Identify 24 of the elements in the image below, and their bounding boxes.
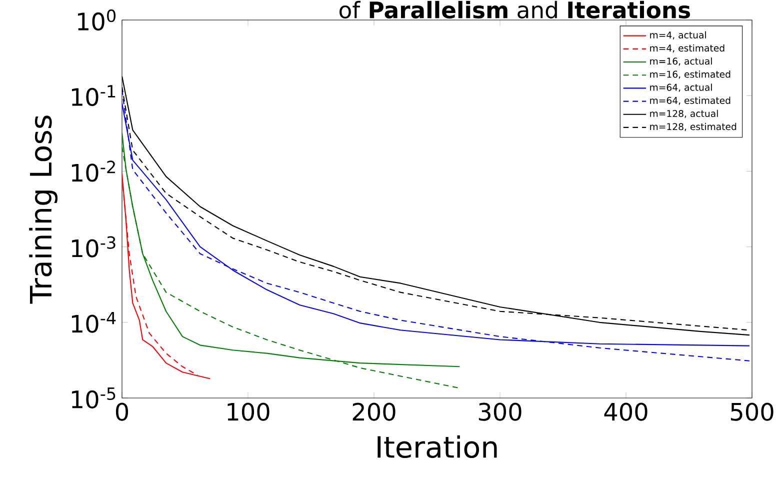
legend-label: m=128, actual — [650, 110, 718, 118]
x-tick-label: 200 — [352, 402, 396, 421]
legend-label: m=16, actual — [650, 57, 712, 66]
legend-label: m=16, estimated — [650, 70, 730, 79]
legend-label: m=64, actual — [650, 84, 712, 92]
y-tick-label: 10$^{-3}$ — [72, 236, 116, 258]
legend-label: m=4, estimated — [650, 44, 724, 53]
y-tick-label: 10$^{-1}$ — [72, 85, 116, 106]
chart-title: of Parallelism and Iterations — [340, 0, 690, 18]
x-tick-label: 400 — [604, 402, 648, 421]
x-tick-label: 300 — [478, 402, 522, 421]
x-tick-label: 100 — [228, 402, 270, 421]
legend-label: m=128, estimated — [650, 122, 736, 132]
x-tick-label: 500 — [730, 402, 774, 421]
x-tick-label: 0 — [116, 402, 128, 421]
legend-label: m=64, estimated — [650, 96, 730, 105]
y-tick-label: 10$^{0}$ — [78, 9, 116, 31]
x-axis-title: Iteration — [378, 435, 497, 458]
y-tick-label: 10$^{-5}$ — [72, 388, 116, 408]
y-axis-title: Training Loss — [29, 116, 58, 304]
line-series — [122, 173, 211, 380]
y-tick-label: 10$^{-4}$ — [72, 312, 116, 333]
y-tick-label: 10$^{-2}$ — [72, 160, 115, 182]
legend-label: m=4, actual — [650, 31, 706, 40]
